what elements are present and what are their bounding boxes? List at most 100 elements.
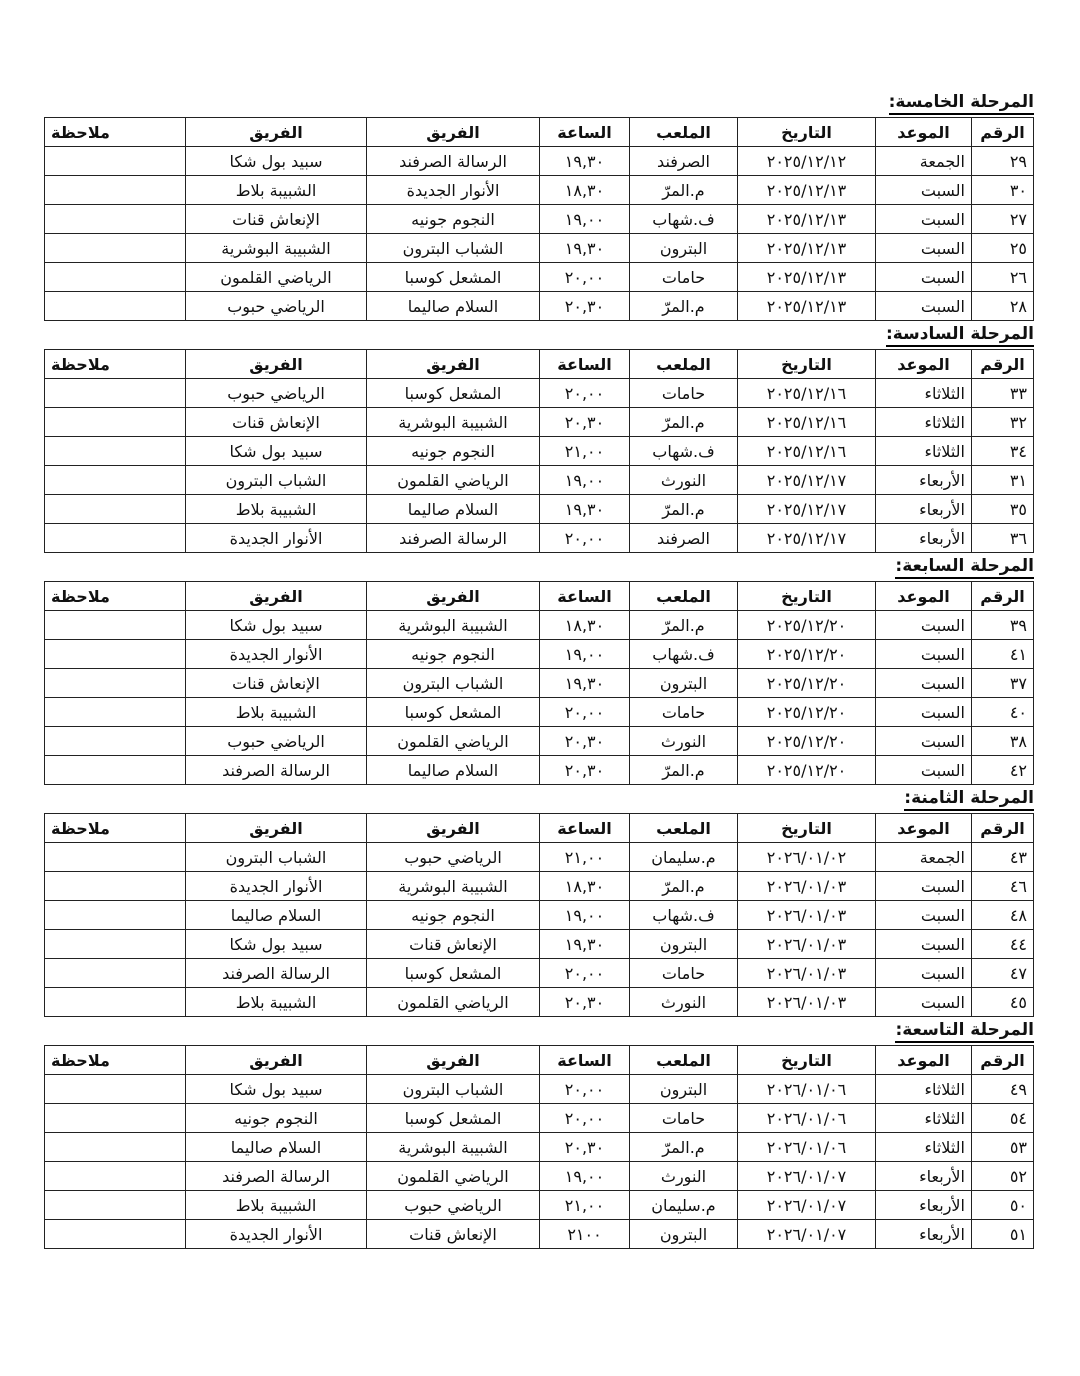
cell-date: ٢٠٢٥/١٢/١٣ (737, 204, 876, 234)
cell-home-team: المشعل كوسبا (366, 958, 540, 988)
cell-time: ٢١,٠٠ (539, 436, 630, 466)
stage-title-text: المرحلة السادسة: (885, 324, 1034, 347)
cell-note (44, 1219, 186, 1249)
cell-date: ٢٠٢٦/٠١/٠٣ (737, 871, 876, 901)
cell-match-number: ٤٢ (971, 755, 1034, 785)
table-row: ٣٥ الأربعاء ٢٠٢٥/١٢/١٧ م.المرّ ١٩,٣٠ السلام ص… (44, 494, 1034, 524)
table-row: ٣٤ الثلاثاء ٢٠٢٥/١٢/١٦ ف.شهاب ٢١,٠٠ النجوم جو… (44, 436, 1034, 466)
cell-time: ١٩,٣٠ (539, 494, 630, 524)
table-row: ٣١ الأربعاء ٢٠٢٥/١٢/١٧ النورث ١٩,٠٠ الرياضي ا… (44, 465, 1034, 495)
stage-section: المرحلة السابعة: الرقم الموعد التاريخ الملعب… (44, 552, 1034, 785)
cell-date: ٢٠٢٥/١٢/٢٠ (737, 668, 876, 698)
header-home-team: الفريق (366, 117, 540, 147)
cell-date: ٢٠٢٦/٠١/٠٧ (737, 1219, 876, 1249)
cell-venue: البترون (629, 929, 738, 959)
table-header-row: الرقم الموعد التاريخ الملعب الساعة الفريق الفر… (44, 1045, 1034, 1075)
cell-away-team: السلام صاليما (185, 900, 367, 930)
stage-title-text: المرحلة الخامسة: (888, 92, 1034, 115)
table-row: ٤٣ الجمعة ٢٠٢٦/٠١/٠٢ م.سليمان ٢١,٠٠ الرياضي ح… (44, 842, 1034, 872)
table-row: ٥١ الأربعاء ٢٠٢٦/٠١/٠٧ البترون ٢١٠٠ الإنعاش ق… (44, 1219, 1034, 1249)
cell-day: الجمعة (875, 146, 972, 176)
header-date: التاريخ (737, 813, 876, 843)
header-note: ملاحظة (44, 1045, 186, 1075)
table-row: ٥٢ الأربعاء ٢٠٢٦/٠١/٠٧ النورث ١٩,٠٠ الرياضي ا… (44, 1161, 1034, 1191)
cell-time: ٢٠,٠٠ (539, 697, 630, 727)
cell-time: ٢٠,٠٠ (539, 1103, 630, 1133)
cell-note (44, 523, 186, 553)
cell-day: السبت (875, 668, 972, 698)
schedule-document: المرحلة الخامسة: الرقم الموعد التاريخ الملعب… (44, 88, 1034, 1249)
cell-venue: م.سليمان (629, 842, 738, 872)
header-day: الموعد (875, 813, 972, 843)
header-home-team: الفريق (366, 349, 540, 379)
cell-note (44, 842, 186, 872)
cell-date: ٢٠٢٥/١٢/١٢ (737, 146, 876, 176)
cell-match-number: ٤٤ (971, 929, 1034, 959)
cell-day: الأربعاء (875, 494, 972, 524)
cell-away-team: الأنوار الجديدة (185, 871, 367, 901)
cell-time: ١٩,٣٠ (539, 146, 630, 176)
cell-venue: النورث (629, 1161, 738, 1191)
cell-home-team: الرياضي القلمون (366, 1161, 540, 1191)
cell-date: ٢٠٢٥/١٢/١٦ (737, 378, 876, 408)
stage-title: المرحلة الخامسة: (45, 88, 1034, 117)
stage-title: المرحلة السادسة: (45, 320, 1034, 349)
stage-section: المرحلة الخامسة: الرقم الموعد التاريخ الملعب… (44, 88, 1034, 321)
stage-title-text: المرحلة التاسعة: (895, 1020, 1034, 1043)
cell-away-team: السلام صاليما (185, 1132, 367, 1162)
cell-note (44, 494, 186, 524)
cell-venue: م.المرّ (629, 494, 738, 524)
header-match-number: الرقم (971, 349, 1034, 379)
cell-time: ٢٠,٣٠ (539, 987, 630, 1017)
cell-away-team: الإنعاش قنات (185, 668, 367, 698)
cell-day: الثلاثاء (875, 1132, 972, 1162)
table-row: ٣٠ السبت ٢٠٢٥/١٢/١٣ م.المرّ ١٨,٣٠ الأنوار الج… (44, 175, 1034, 205)
cell-venue: م.المرّ (629, 871, 738, 901)
cell-date: ٢٠٢٦/٠١/٠٦ (737, 1103, 876, 1133)
table-row: ٤٠ السبت ٢٠٢٥/١٢/٢٠ حامات ٢٠,٠٠ المشعل كوسبا ا… (44, 697, 1034, 727)
cell-note (44, 668, 186, 698)
cell-day: السبت (875, 204, 972, 234)
cell-away-team: الشباب البترون (185, 842, 367, 872)
cell-away-team: الرياضي حبوب (185, 726, 367, 756)
cell-note (44, 1132, 186, 1162)
cell-time: ٢١,٠٠ (539, 1190, 630, 1220)
cell-away-team: الشبيبة بلاط (185, 697, 367, 727)
stage-title-text: المرحلة السابعة: (895, 556, 1034, 579)
cell-date: ٢٠٢٥/١٢/٢٠ (737, 726, 876, 756)
header-time: الساعة (539, 1045, 630, 1075)
header-away-team: الفريق (185, 813, 367, 843)
fixtures-table: الرقم الموعد التاريخ الملعب الساعة الفريق الفر… (44, 581, 1034, 785)
cell-time: ٢٠,٣٠ (539, 755, 630, 785)
cell-time: ١٩,٣٠ (539, 233, 630, 263)
cell-time: ١٨,٣٠ (539, 175, 630, 205)
cell-home-team: النجوم جونيه (366, 639, 540, 669)
table-row: ٣٣ الثلاثاء ٢٠٢٥/١٢/١٦ حامات ٢٠,٠٠ المشعل كوس… (44, 378, 1034, 408)
cell-venue: حامات (629, 378, 738, 408)
fixtures-table: الرقم الموعد التاريخ الملعب الساعة الفريق الفر… (44, 1045, 1034, 1249)
cell-note (44, 1074, 186, 1104)
cell-day: السبت (875, 697, 972, 727)
header-date: التاريخ (737, 117, 876, 147)
cell-home-team: الشبيبة البوشرية (366, 407, 540, 437)
cell-home-team: السلام صاليما (366, 291, 540, 321)
cell-time: ٢١,٠٠ (539, 842, 630, 872)
cell-away-team: الشبيبة البوشرية (185, 233, 367, 263)
cell-match-number: ٥٤ (971, 1103, 1034, 1133)
cell-time: ٢٠,٠٠ (539, 1074, 630, 1104)
cell-venue: البترون (629, 233, 738, 263)
cell-day: الأربعاء (875, 1161, 972, 1191)
cell-match-number: ٣١ (971, 465, 1034, 495)
header-away-team: الفريق (185, 117, 367, 147)
cell-venue: م.المرّ (629, 1132, 738, 1162)
cell-match-number: ٣٣ (971, 378, 1034, 408)
header-venue: الملعب (629, 1045, 738, 1075)
header-home-team: الفريق (366, 1045, 540, 1075)
table-row: ٥٤ الثلاثاء ٢٠٢٦/٠١/٠٦ حامات ٢٠,٠٠ المشعل كوس… (44, 1103, 1034, 1133)
cell-away-team: النجوم جونيه (185, 1103, 367, 1133)
cell-note (44, 1103, 186, 1133)
cell-home-team: الرياضي حبوب (366, 842, 540, 872)
cell-time: ١٩,٠٠ (539, 900, 630, 930)
header-venue: الملعب (629, 813, 738, 843)
table-row: ٣٧ السبت ٢٠٢٥/١٢/٢٠ البترون ١٩,٣٠ الشباب البت… (44, 668, 1034, 698)
